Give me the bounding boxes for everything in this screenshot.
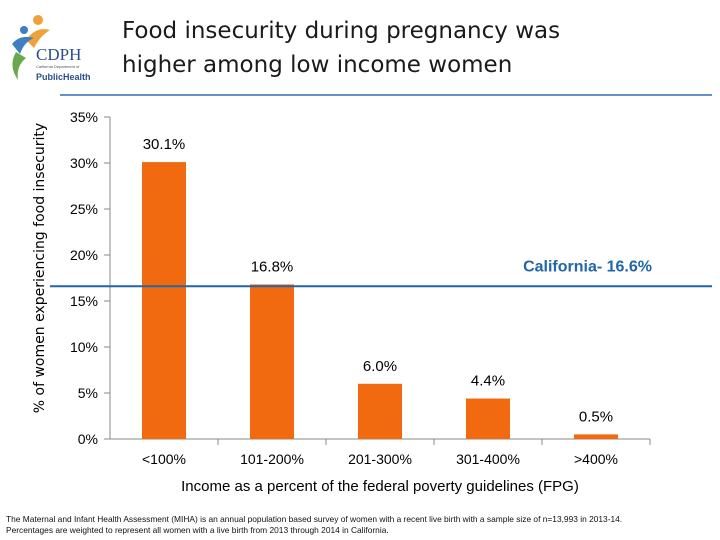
- logo-figure-head-orange: [33, 15, 43, 25]
- x-tick-label: <100%: [142, 451, 186, 467]
- logo-text-public-health: PublicHealth: [36, 72, 91, 82]
- bar: [142, 162, 186, 439]
- data-label: 0.5%: [579, 408, 613, 425]
- y-tick-label: 25%: [70, 201, 98, 217]
- x-tick-label: 201-300%: [348, 451, 412, 467]
- x-axis-label: Income as a percent of the federal pover…: [181, 478, 579, 495]
- y-tick-label: 35%: [70, 109, 98, 125]
- x-tick-label: 301-400%: [456, 451, 520, 467]
- footnote-line-1: The Maternal and Infant Health Assessmen…: [6, 514, 623, 524]
- y-tick-label: 20%: [70, 247, 98, 263]
- logo-figure-orange: [26, 29, 50, 48]
- x-tick-label: 101-200%: [240, 451, 304, 467]
- y-tick-label: 30%: [70, 155, 98, 171]
- logo-figure-green: [12, 52, 26, 80]
- y-tick-label: 0%: [78, 431, 98, 447]
- bar: [466, 398, 510, 439]
- title-line-2: higher among low income women: [122, 52, 513, 78]
- y-axis-label: % of women experiencing food insecurity: [32, 122, 48, 414]
- slide-title: Food insecurity during pregnancy was hig…: [122, 14, 642, 82]
- bar: [250, 284, 294, 439]
- cdph-logo: CDPH California Department of PublicHeal…: [12, 15, 91, 82]
- x-tick-label: >400%: [574, 451, 618, 467]
- reference-line-label: California- 16.6%: [523, 258, 652, 275]
- data-label: 16.8%: [251, 258, 294, 275]
- y-tick-label: 5%: [78, 385, 98, 401]
- data-label: 4.4%: [471, 373, 505, 390]
- logo-figure-blue: [12, 36, 34, 54]
- data-label: 30.1%: [143, 136, 186, 153]
- y-tick-label: 10%: [70, 339, 98, 355]
- footnote-line-2: Percentages are weighted to represent al…: [6, 525, 389, 535]
- footnote: The Maternal and Infant Health Assessmen…: [6, 514, 706, 536]
- data-label: 6.0%: [363, 358, 397, 375]
- logo-text-small: California Department of: [36, 64, 80, 69]
- title-line-1: Food insecurity during pregnancy was: [122, 18, 561, 44]
- bar: [574, 434, 618, 439]
- logo-figure-head-blue: [20, 26, 28, 34]
- bar: [358, 383, 402, 439]
- logo-text-main: CDPH: [36, 45, 81, 64]
- y-tick-label: 15%: [70, 293, 98, 309]
